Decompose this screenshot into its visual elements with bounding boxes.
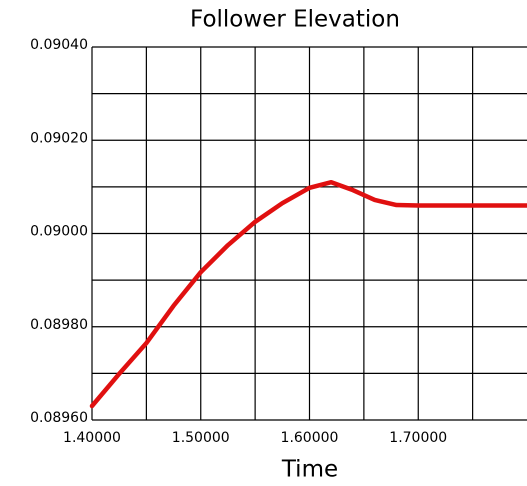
- x-tick-label: 1.60000: [281, 430, 339, 446]
- data-line: [89, 179, 527, 409]
- y-tick-label: 0.09040: [30, 37, 88, 53]
- x-tick-label: 1.40000: [63, 430, 121, 446]
- y-tick-label: 0.09000: [30, 224, 88, 240]
- y-tick-label: 0.08960: [30, 410, 88, 426]
- x-tick-label: 1.50000: [172, 430, 230, 446]
- y-tick-label: 0.09020: [30, 130, 88, 146]
- chart-title: Follower Elevation: [190, 7, 400, 33]
- y-tick-label: 0.08980: [30, 317, 88, 333]
- x-tick-label: 1.70000: [389, 430, 447, 446]
- x-axis-label: Time: [281, 457, 338, 483]
